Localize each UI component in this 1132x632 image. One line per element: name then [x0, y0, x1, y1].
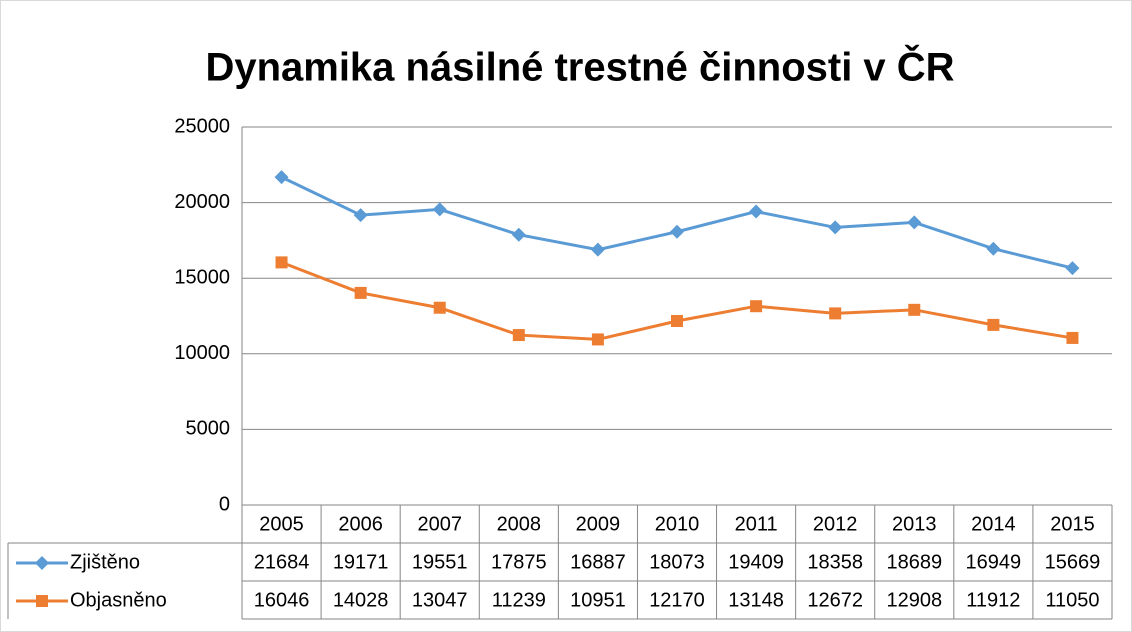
table-value: 18358 — [807, 551, 863, 573]
marker — [353, 208, 368, 223]
marker — [907, 215, 922, 230]
table-value: 16949 — [966, 551, 1022, 573]
x-tick-label: 2010 — [655, 513, 700, 535]
table-value: 16046 — [254, 589, 310, 611]
legend-marker — [36, 595, 48, 607]
x-tick-label: 2008 — [497, 513, 542, 535]
y-tick-label: 15000 — [174, 266, 230, 288]
legend-marker — [35, 556, 49, 570]
marker — [1065, 261, 1080, 276]
table-value: 10951 — [570, 589, 626, 611]
table-value: 13047 — [412, 589, 468, 611]
table-value: 19171 — [333, 551, 389, 573]
x-tick-label: 2006 — [338, 513, 383, 535]
marker — [671, 314, 683, 327]
table-value: 12672 — [807, 589, 863, 611]
marker — [511, 227, 526, 242]
table-value: 18073 — [649, 551, 705, 573]
table-value: 15669 — [1045, 551, 1101, 573]
marker — [433, 301, 446, 314]
x-tick-label: 2011 — [735, 513, 778, 535]
y-tick-label: 25000 — [174, 115, 230, 137]
x-tick-label: 2005 — [259, 513, 304, 535]
table-value: 16887 — [570, 551, 626, 573]
x-tick-label: 2015 — [1050, 513, 1095, 535]
marker — [1066, 331, 1079, 344]
table-value: 13148 — [728, 589, 784, 611]
table-value: 11050 — [1045, 589, 1099, 611]
marker — [749, 204, 764, 219]
x-tick-label: 2007 — [417, 513, 462, 535]
marker — [987, 318, 1000, 331]
marker — [275, 256, 288, 269]
table-value: 17875 — [491, 551, 547, 573]
table-value: 18689 — [886, 551, 942, 573]
table-value: 21684 — [254, 551, 310, 573]
table-value: 19551 — [412, 551, 468, 573]
marker — [591, 333, 604, 346]
marker — [829, 307, 842, 320]
marker — [750, 300, 763, 313]
y-tick-label: 20000 — [174, 191, 230, 213]
marker — [590, 242, 605, 257]
marker — [274, 170, 289, 185]
y-tick-label: 5000 — [186, 418, 231, 440]
x-tick-label: 2013 — [892, 513, 937, 535]
x-tick-label: 2012 — [813, 513, 858, 535]
x-tick-label: 2014 — [971, 513, 1016, 535]
chart-title: Dynamika násilné trestné činnosti v ČR — [205, 44, 954, 90]
y-tick-label: 10000 — [174, 342, 230, 364]
marker — [432, 202, 447, 217]
marker — [670, 224, 684, 239]
table-value: 19409 — [728, 551, 784, 573]
table-value: 11239 — [492, 589, 546, 611]
marker — [828, 220, 843, 235]
legend-label: Zjištěno — [70, 551, 140, 573]
table-value: 12170 — [649, 589, 705, 611]
y-tick-label: 0 — [219, 493, 230, 515]
table-value: 12908 — [886, 589, 942, 611]
marker — [354, 286, 367, 299]
x-tick-label: 2009 — [576, 513, 621, 535]
marker — [908, 303, 921, 316]
marker — [986, 241, 1001, 256]
legend-label: Objasněno — [70, 589, 167, 611]
table-value: 11912 — [966, 589, 1020, 611]
table-value: 14028 — [333, 589, 389, 611]
marker — [512, 329, 525, 342]
